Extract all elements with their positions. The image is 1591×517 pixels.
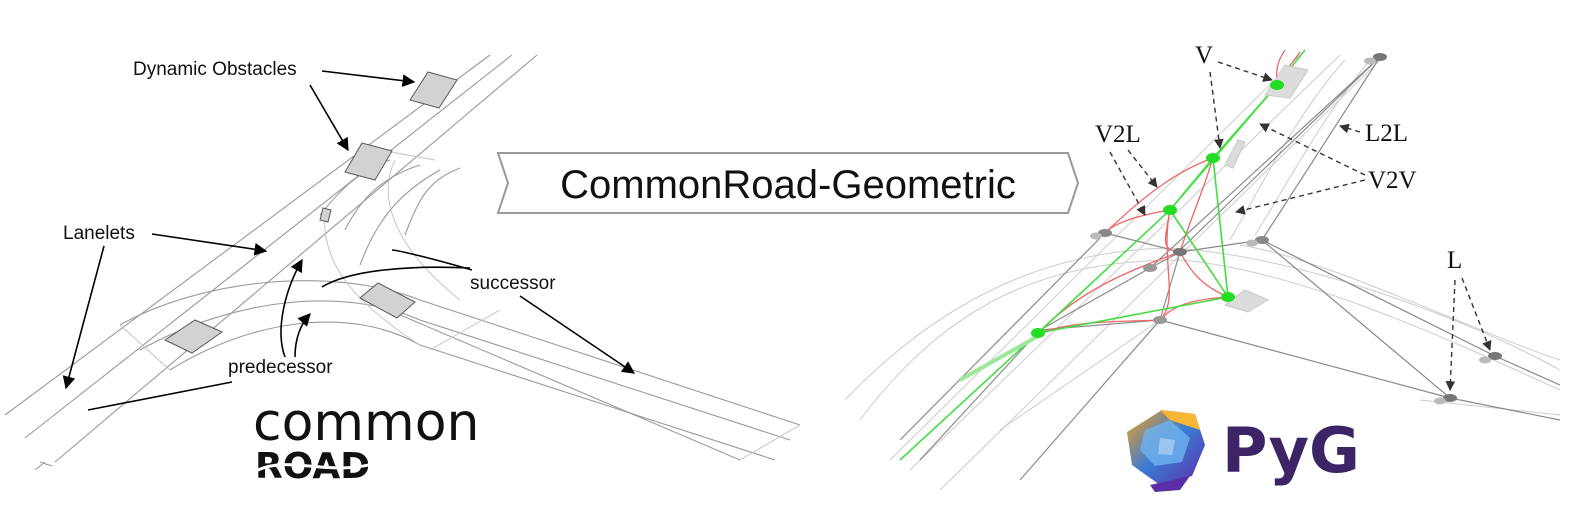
dynamic-obstacles	[163, 71, 458, 354]
v2l-edges	[1037, 49, 1301, 334]
lanelet-edges	[899, 56, 1561, 481]
vehicle-node	[1206, 153, 1220, 163]
lanelet-node	[1488, 352, 1502, 360]
lanelet-node	[1443, 394, 1457, 402]
successor-label: successor	[470, 273, 556, 294]
commonroad-logo-top: common	[253, 393, 479, 453]
vehicle-node	[1163, 205, 1177, 215]
l-label: L	[1447, 247, 1462, 274]
obstacle-car-3	[319, 207, 332, 223]
lanelet-node	[1255, 236, 1269, 244]
obstacle-car-4	[163, 319, 224, 354]
lanelet-node	[1434, 397, 1446, 405]
obstacle-car-1	[409, 71, 458, 109]
vehicle-node	[1221, 292, 1235, 302]
lanelet-node	[1479, 356, 1491, 364]
predecessor-label: predecessor	[228, 357, 333, 378]
lanelet-node	[1153, 316, 1167, 324]
pyg-logo-text: PyG	[1222, 414, 1360, 487]
lanelet-node	[1246, 239, 1258, 247]
v2v-edges	[899, 49, 1306, 461]
obstacle-car-2	[344, 142, 393, 181]
l2l-label: L2L	[1365, 120, 1408, 147]
title-text: CommonRoad-Geometric	[560, 163, 1016, 207]
v-label: V	[1195, 42, 1213, 69]
road-scene	[4, 54, 801, 471]
lanelets-label: Lanelets	[63, 223, 135, 244]
vehicle-node	[1270, 80, 1284, 90]
lanelet-node	[1364, 57, 1376, 65]
lanelet-node	[1173, 248, 1187, 256]
commonroad-logo: common ROAD	[253, 393, 479, 487]
pyg-logo-mark	[1127, 410, 1205, 492]
vehicle-nodes	[1031, 80, 1284, 338]
lanelet-node	[1373, 53, 1387, 61]
pyg-logo: PyG	[1127, 410, 1360, 492]
obstacle-car-5	[359, 282, 416, 319]
lanelet-node	[1143, 264, 1157, 272]
lanelet-nodes	[1090, 53, 1502, 405]
v2v-label: V2V	[1368, 167, 1417, 194]
title-banner: CommonRoad-Geometric	[496, 152, 1080, 214]
v2l-label: V2L	[1095, 121, 1141, 148]
dynamic-obstacles-label: Dynamic Obstacles	[133, 59, 297, 80]
vehicle-node	[1031, 328, 1045, 338]
lanelet-node	[1090, 232, 1102, 240]
